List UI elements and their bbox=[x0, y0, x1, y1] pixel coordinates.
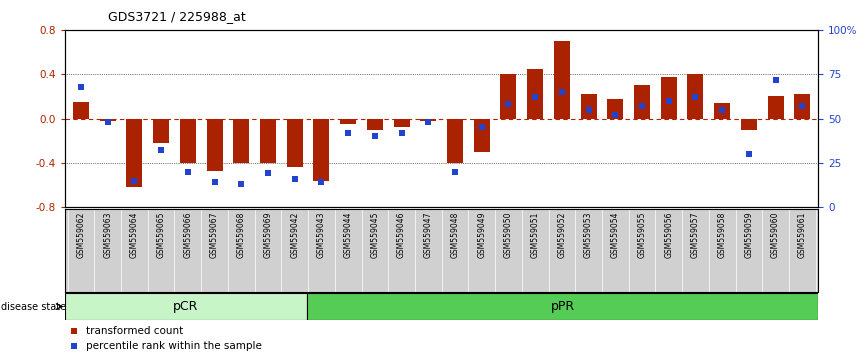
Text: GSM559066: GSM559066 bbox=[184, 211, 192, 258]
Text: GSM559047: GSM559047 bbox=[423, 211, 433, 258]
Text: GSM559043: GSM559043 bbox=[317, 211, 326, 258]
Bar bbox=[65, 293, 307, 320]
Text: GSM559050: GSM559050 bbox=[504, 211, 513, 258]
Text: GSM559046: GSM559046 bbox=[397, 211, 406, 258]
Text: GSM559042: GSM559042 bbox=[290, 211, 300, 258]
Text: GSM559059: GSM559059 bbox=[745, 211, 753, 258]
Bar bbox=[501, 74, 516, 119]
Text: GDS3721 / 225988_at: GDS3721 / 225988_at bbox=[108, 10, 246, 23]
Text: pCR: pCR bbox=[173, 300, 198, 313]
Bar bbox=[233, 119, 249, 163]
Bar bbox=[554, 41, 570, 119]
Bar bbox=[207, 119, 223, 171]
Bar bbox=[180, 119, 196, 163]
Bar bbox=[447, 119, 463, 163]
Text: GSM559048: GSM559048 bbox=[450, 211, 460, 258]
Bar bbox=[340, 119, 356, 124]
Bar bbox=[393, 119, 410, 127]
Text: GSM559062: GSM559062 bbox=[76, 211, 86, 258]
Bar bbox=[767, 96, 784, 119]
Bar bbox=[313, 119, 329, 181]
Bar bbox=[741, 119, 757, 130]
Text: GSM559045: GSM559045 bbox=[371, 211, 379, 258]
Text: GSM559056: GSM559056 bbox=[664, 211, 673, 258]
Text: GSM559051: GSM559051 bbox=[531, 211, 540, 258]
Text: GSM559053: GSM559053 bbox=[584, 211, 593, 258]
Bar bbox=[580, 94, 597, 119]
Text: GSM559055: GSM559055 bbox=[637, 211, 647, 258]
Bar bbox=[287, 119, 303, 167]
Bar bbox=[307, 293, 818, 320]
Bar bbox=[367, 119, 383, 130]
Text: GSM559057: GSM559057 bbox=[691, 211, 700, 258]
Text: percentile rank within the sample: percentile rank within the sample bbox=[86, 341, 262, 350]
Text: GSM559058: GSM559058 bbox=[718, 211, 727, 258]
Text: GSM559052: GSM559052 bbox=[558, 211, 566, 258]
Bar bbox=[714, 103, 730, 119]
Text: pPR: pPR bbox=[551, 300, 575, 313]
Bar bbox=[420, 119, 436, 121]
Bar bbox=[794, 94, 811, 119]
Text: GSM559060: GSM559060 bbox=[771, 211, 780, 258]
Text: GSM559068: GSM559068 bbox=[236, 211, 246, 258]
Bar bbox=[100, 119, 116, 121]
Text: transformed count: transformed count bbox=[86, 326, 184, 336]
Text: GSM559044: GSM559044 bbox=[344, 211, 352, 258]
Text: GSM559067: GSM559067 bbox=[210, 211, 219, 258]
Bar bbox=[634, 85, 650, 119]
Text: GSM559069: GSM559069 bbox=[263, 211, 273, 258]
Bar bbox=[474, 119, 490, 152]
Text: GSM559049: GSM559049 bbox=[477, 211, 486, 258]
Text: GSM559054: GSM559054 bbox=[611, 211, 620, 258]
Text: disease state: disease state bbox=[1, 302, 66, 312]
Bar bbox=[527, 69, 543, 119]
Bar bbox=[260, 119, 276, 163]
Text: GSM559063: GSM559063 bbox=[103, 211, 113, 258]
Bar bbox=[688, 74, 703, 119]
Bar bbox=[661, 76, 676, 119]
Bar bbox=[73, 102, 89, 119]
Text: GSM559065: GSM559065 bbox=[157, 211, 165, 258]
Text: GSM559061: GSM559061 bbox=[798, 211, 807, 258]
Bar bbox=[607, 99, 624, 119]
Text: GSM559064: GSM559064 bbox=[130, 211, 139, 258]
Bar bbox=[153, 119, 169, 143]
Bar bbox=[126, 119, 142, 187]
